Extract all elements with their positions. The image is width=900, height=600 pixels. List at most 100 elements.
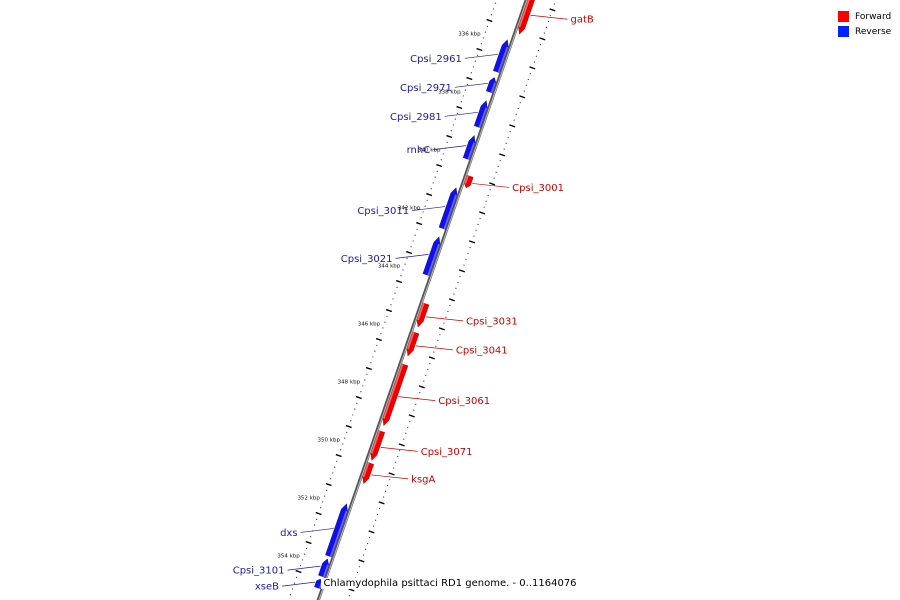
major-tick — [448, 298, 456, 302]
legend-item-reverse: Reverse — [838, 24, 891, 39]
gene-cpsi-3061[interactable] — [382, 363, 409, 427]
minor-tick — [535, 55, 537, 57]
axis-tick-label: 342 kbp — [398, 206, 421, 212]
minor-tick — [492, 8, 495, 10]
gene-cpsi-3101[interactable] — [318, 558, 329, 578]
gene-dxs[interactable] — [325, 503, 348, 558]
minor-tick — [372, 525, 375, 527]
minor-tick — [533, 61, 535, 63]
gene-cpsi-2971[interactable] — [486, 77, 497, 94]
major-tick — [509, 124, 516, 128]
gene-label[interactable]: ksgA — [411, 474, 435, 485]
minor-tick — [469, 247, 471, 249]
gene-cpsi-3011[interactable] — [438, 187, 458, 230]
minor-tick — [470, 72, 472, 74]
gene-label[interactable]: Cpsi_3041 — [456, 345, 508, 356]
gene-xseb[interactable] — [314, 578, 323, 590]
minor-tick — [479, 218, 481, 220]
gene-label[interactable]: Cpsi_3071 — [421, 447, 473, 458]
minor-tick — [490, 14, 493, 16]
gene-arrow[interactable] — [362, 462, 375, 485]
minor-tick — [483, 206, 485, 208]
minor-tick — [433, 351, 435, 353]
major-tick — [479, 211, 486, 215]
axis-tick-labels: 336 kbp 338 kbp 340 kbp 342 kbp 344 kbp 346 k… — [277, 32, 481, 560]
minor-tick — [376, 344, 378, 346]
minor-tick — [344, 437, 346, 439]
gene-arrow[interactable] — [493, 39, 509, 73]
gene-arrow[interactable] — [318, 558, 329, 578]
gene-cpsi-3071[interactable] — [370, 430, 386, 461]
gene-label[interactable]: gatB — [570, 15, 593, 26]
gene-highlight — [497, 46, 509, 73]
label-leader — [444, 111, 478, 117]
minor-tick — [404, 263, 406, 265]
gene-cpsi-3001[interactable] — [464, 174, 474, 189]
gene-label[interactable]: Cpsi_2961 — [410, 54, 462, 65]
gene-ksga[interactable] — [362, 462, 375, 485]
axis-tick-label: 352 kbp — [297, 496, 320, 502]
gene-arrow[interactable] — [473, 100, 488, 129]
gene-highlight — [362, 462, 370, 478]
minor-tick — [494, 2, 497, 4]
gene-label[interactable]: rnhC — [407, 145, 431, 156]
label-leader — [287, 565, 321, 571]
minor-tick — [358, 566, 361, 568]
minor-tick — [370, 362, 372, 364]
gene-arrow[interactable] — [325, 503, 348, 558]
label-leader — [415, 345, 453, 351]
minor-tick — [454, 118, 456, 120]
gene-cpsi-3021[interactable] — [422, 236, 441, 276]
minor-tick — [326, 489, 328, 491]
gene-label[interactable]: Cpsi_3011 — [357, 206, 409, 217]
gene-label[interactable]: Cpsi_3031 — [466, 316, 518, 327]
gene-label[interactable]: Cpsi_3061 — [438, 396, 490, 407]
major-tick — [388, 472, 395, 476]
minor-tick — [489, 189, 491, 191]
gene-cpsi-3031[interactable] — [416, 302, 430, 328]
minor-tick — [452, 124, 454, 126]
gene-features — [314, 0, 537, 590]
minor-tick — [457, 281, 459, 284]
minor-tick — [427, 368, 429, 371]
minor-tick — [332, 472, 334, 474]
minor-tick — [442, 153, 444, 155]
gene-cpsi-3041[interactable] — [406, 331, 420, 357]
gene-label[interactable]: Cpsi_3001 — [512, 183, 564, 194]
gene-label[interactable]: dxs — [280, 528, 297, 539]
minor-tick — [472, 66, 474, 68]
label-leader — [395, 254, 429, 259]
minor-tick — [436, 170, 438, 172]
minor-tick — [378, 508, 381, 510]
minor-tick — [529, 73, 531, 75]
minor-tick — [450, 130, 452, 132]
map-caption: Chlamydophila psittaci RD1 genome. - 0..… — [0, 578, 900, 589]
minor-tick — [289, 594, 292, 596]
minor-tick — [487, 194, 489, 197]
gene-cpsi-2981[interactable] — [473, 100, 488, 129]
minor-tick — [368, 537, 371, 539]
gene-rnhc[interactable] — [462, 135, 476, 160]
caption-text: Chlamydophila psittaci RD1 genome. - 0..… — [321, 578, 579, 589]
gene-arrow[interactable] — [382, 363, 409, 427]
minor-tick — [443, 322, 445, 324]
gene-cpsi-2961[interactable] — [493, 39, 509, 73]
major-tick — [395, 279, 403, 284]
gene-label[interactable]: Cpsi_3021 — [341, 254, 393, 265]
gene-label[interactable]: Cpsi_2971 — [400, 83, 452, 94]
gene-gatb[interactable] — [518, 0, 537, 35]
minor-tick — [425, 374, 427, 376]
gene-label[interactable]: Cpsi_2981 — [390, 112, 442, 123]
axis-tick-label: 340 kbp — [418, 148, 441, 154]
minor-tick — [459, 276, 461, 278]
gene-label[interactable]: Cpsi_3101 — [233, 566, 285, 577]
minor-tick — [291, 588, 294, 590]
minor-tick — [414, 234, 416, 236]
minor-tick — [324, 495, 326, 497]
gene-label[interactable]: xseB — [255, 582, 279, 593]
label-leader — [398, 396, 436, 401]
minor-tick — [515, 113, 517, 115]
label-leader — [454, 82, 488, 88]
minor-tick — [419, 392, 421, 394]
